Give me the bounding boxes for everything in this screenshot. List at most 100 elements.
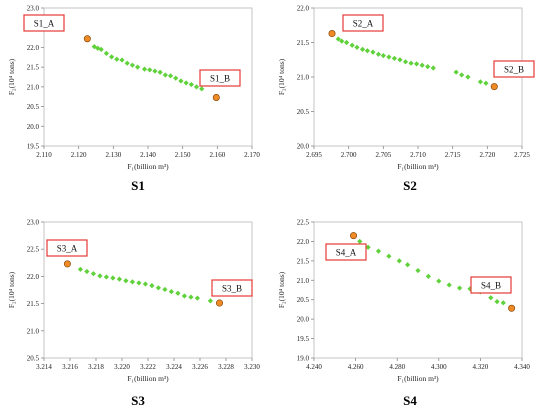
data-point [446,282,452,288]
annotation-box [211,279,253,297]
y-tick-label: 22.0 [297,5,310,13]
data-point [119,57,125,63]
y-tick-label: 21.5 [297,39,310,47]
data-point [370,49,376,55]
data-point [375,248,382,254]
annotation-label: S4_B [481,281,501,291]
data-point [142,281,148,287]
annotation-label: S3_B [222,284,242,294]
x-axis-label: F₁(billion m³) [127,162,169,171]
annotation-box [23,14,65,32]
panel-caption: S1 [131,178,145,193]
data-point [194,295,200,301]
data-point [147,67,153,73]
y-tick-label: 21.0 [27,327,40,335]
annotation-label: S3_A [57,244,78,254]
y-tick-label: 21.5 [297,257,310,265]
y-tick-label: 20.0 [27,123,40,131]
data-point [181,293,187,299]
y-tick-label: 22.0 [27,44,40,52]
data-point [349,42,355,48]
data-point [465,74,471,80]
extreme-point-a [328,30,336,38]
data-point [90,271,96,277]
data-point [402,59,409,65]
data-point [124,60,130,66]
data-point [141,66,148,72]
y-tick-label: 22.0 [27,273,40,281]
data-point [494,299,500,305]
data-point [359,46,366,52]
annotation-label: S1_B [210,74,230,84]
x-tick-label: 2.715 [445,151,461,159]
y-tick-label: 22.5 [27,246,40,254]
x-tick-label: 3.214 [36,363,52,371]
data-point [343,39,350,46]
x-tick-label: 3.228 [218,363,234,371]
data-point [453,69,459,75]
panel-caption: S4 [403,393,417,408]
data-point [114,56,120,62]
y-tick-label: 23.0 [27,5,40,13]
data-point [162,72,168,78]
data-point [500,300,506,306]
x-tick-label: 4.320 [473,363,489,371]
y-axis-label: F₂(10⁴ tons) [7,271,16,308]
data-point [109,54,115,60]
extreme-point-b [212,94,220,102]
data-point [149,283,155,289]
y-tick-label: 19.5 [27,143,40,151]
data-point [116,276,122,282]
data-point [129,62,135,68]
data-point [488,295,494,301]
y-tick-label: 21.0 [297,74,310,82]
annotation-box [199,69,241,87]
x-tick-label: 2.120 [71,151,87,159]
extreme-point-a [63,260,71,268]
data-point [419,62,425,68]
data-point [375,51,382,57]
data-point [380,53,386,59]
data-point [483,80,489,86]
y-axis-label: F₂(10⁴ tons) [7,58,16,95]
extreme-point-b [490,83,498,91]
x-tick-label: 3.220 [114,363,130,371]
data-point [188,294,194,300]
annotation-box [470,276,512,294]
annotation-box [325,243,367,261]
data-point [84,268,90,275]
data-point [168,289,174,295]
x-tick-label: 2.150 [175,151,191,159]
x-tick-label: 3.222 [140,363,156,371]
data-point [207,298,213,304]
data-point [386,54,392,60]
y-tick-label: 20.0 [297,316,310,324]
data-point [175,290,181,296]
data-point [110,275,116,281]
x-tick-label: 2.140 [140,151,156,159]
y-axis-label: F₂(10⁴ tons) [277,58,286,95]
y-tick-label: 22.5 [297,219,310,227]
annotation-label: S2_A [353,19,374,29]
x-tick-label: 2.725 [514,151,530,159]
x-tick-label: 3.224 [166,363,182,371]
data-point [354,44,360,50]
annotation-box [46,239,88,257]
data-point [405,262,411,268]
data-point [123,278,129,284]
annotation-s1-a: S1_A [23,14,65,32]
data-point [386,253,392,259]
y-tick-label: 20.5 [297,108,310,116]
data-point [335,36,341,42]
data-point [103,274,109,280]
y-tick-label: 20.5 [27,103,40,111]
data-point [425,273,431,279]
chart-panel-s4: 19.0 19.5 20.0 20.5 21.0 21.5 22.0 22.5 4.240 4.2… [277,219,530,409]
data-point [199,86,205,92]
extreme-point-b [508,304,516,312]
x-tick-label: 3.216 [62,363,78,371]
data-point [135,64,141,70]
panel-caption: S3 [131,393,145,408]
annotation-box [493,60,535,78]
data-point [396,258,402,264]
